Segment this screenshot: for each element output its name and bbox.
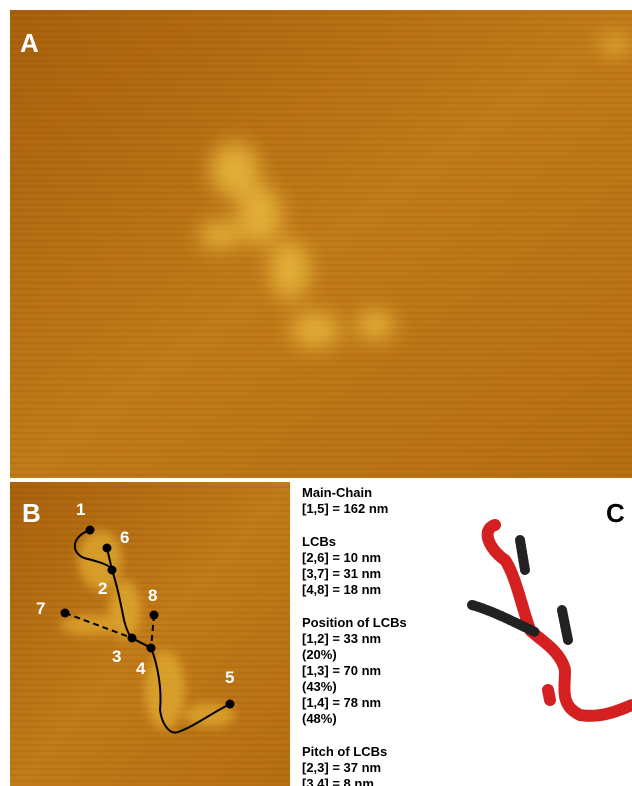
annotation-line: [3,7] = 31 nm — [302, 566, 381, 581]
branch-model — [467, 600, 540, 637]
point-label: 8 — [148, 586, 157, 605]
annotation-line: [2,6] = 10 nm — [302, 550, 381, 565]
panel-label: A — [20, 28, 39, 58]
annotation-line: (43%) — [302, 679, 337, 694]
point-label: 4 — [136, 659, 146, 678]
branch-model — [515, 535, 530, 575]
point-label: 6 — [120, 528, 129, 547]
annotation-line: [2,3] = 37 nm — [302, 760, 381, 775]
point — [146, 643, 156, 653]
point-label: 7 — [36, 599, 45, 618]
point — [225, 699, 235, 709]
scan-lines — [10, 10, 632, 478]
annotation-line: [1,3] = 70 nm — [302, 663, 381, 678]
scan-lines — [10, 482, 290, 786]
annotation-line: [1,4] = 78 nm — [302, 695, 381, 710]
annotation-heading: Main-Chain — [302, 485, 372, 500]
points — [60, 525, 235, 709]
point — [107, 565, 117, 575]
molecule-image — [198, 35, 630, 348]
point-label: 3 — [112, 647, 121, 666]
panel-label: C — [606, 498, 625, 528]
branch — [64, 612, 133, 639]
point — [127, 633, 137, 643]
panel-label: B — [22, 498, 41, 528]
point — [85, 525, 95, 535]
annotation-line: (48%) — [302, 711, 337, 726]
point — [60, 608, 70, 618]
point-label: 2 — [98, 579, 107, 598]
point-label: 5 — [225, 668, 234, 687]
annotation-line: (20%) — [302, 647, 337, 662]
main-chain-model — [481, 519, 632, 722]
annotations: Main-Chain[1,5] = 162 nm LCBs[2,6] = 10 n… — [302, 485, 407, 786]
point — [149, 610, 159, 620]
annotation-heading: Position of LCBs — [302, 615, 407, 630]
annotation-heading: Pitch of LCBs — [302, 744, 387, 759]
molecule-model — [467, 519, 632, 722]
panel-b: 1 2 3 4 5 6 7 8 B — [10, 482, 290, 786]
annotation-heading: LCBs — [302, 534, 336, 549]
main-chain — [74, 529, 231, 734]
panel-c: C — [467, 498, 632, 722]
annotation-line: [3,4] = 8 nm — [302, 776, 374, 786]
point — [102, 543, 112, 553]
annotation-line: [1,5] = 162 nm — [302, 501, 388, 516]
annotation-line: [4,8] = 18 nm — [302, 582, 381, 597]
panel-a: A — [10, 10, 632, 478]
main-chain-model — [542, 684, 556, 706]
branch-model — [557, 605, 573, 645]
point-label: 1 — [76, 500, 85, 519]
branch — [150, 614, 155, 649]
annotation-line: [1,2] = 33 nm — [302, 631, 381, 646]
